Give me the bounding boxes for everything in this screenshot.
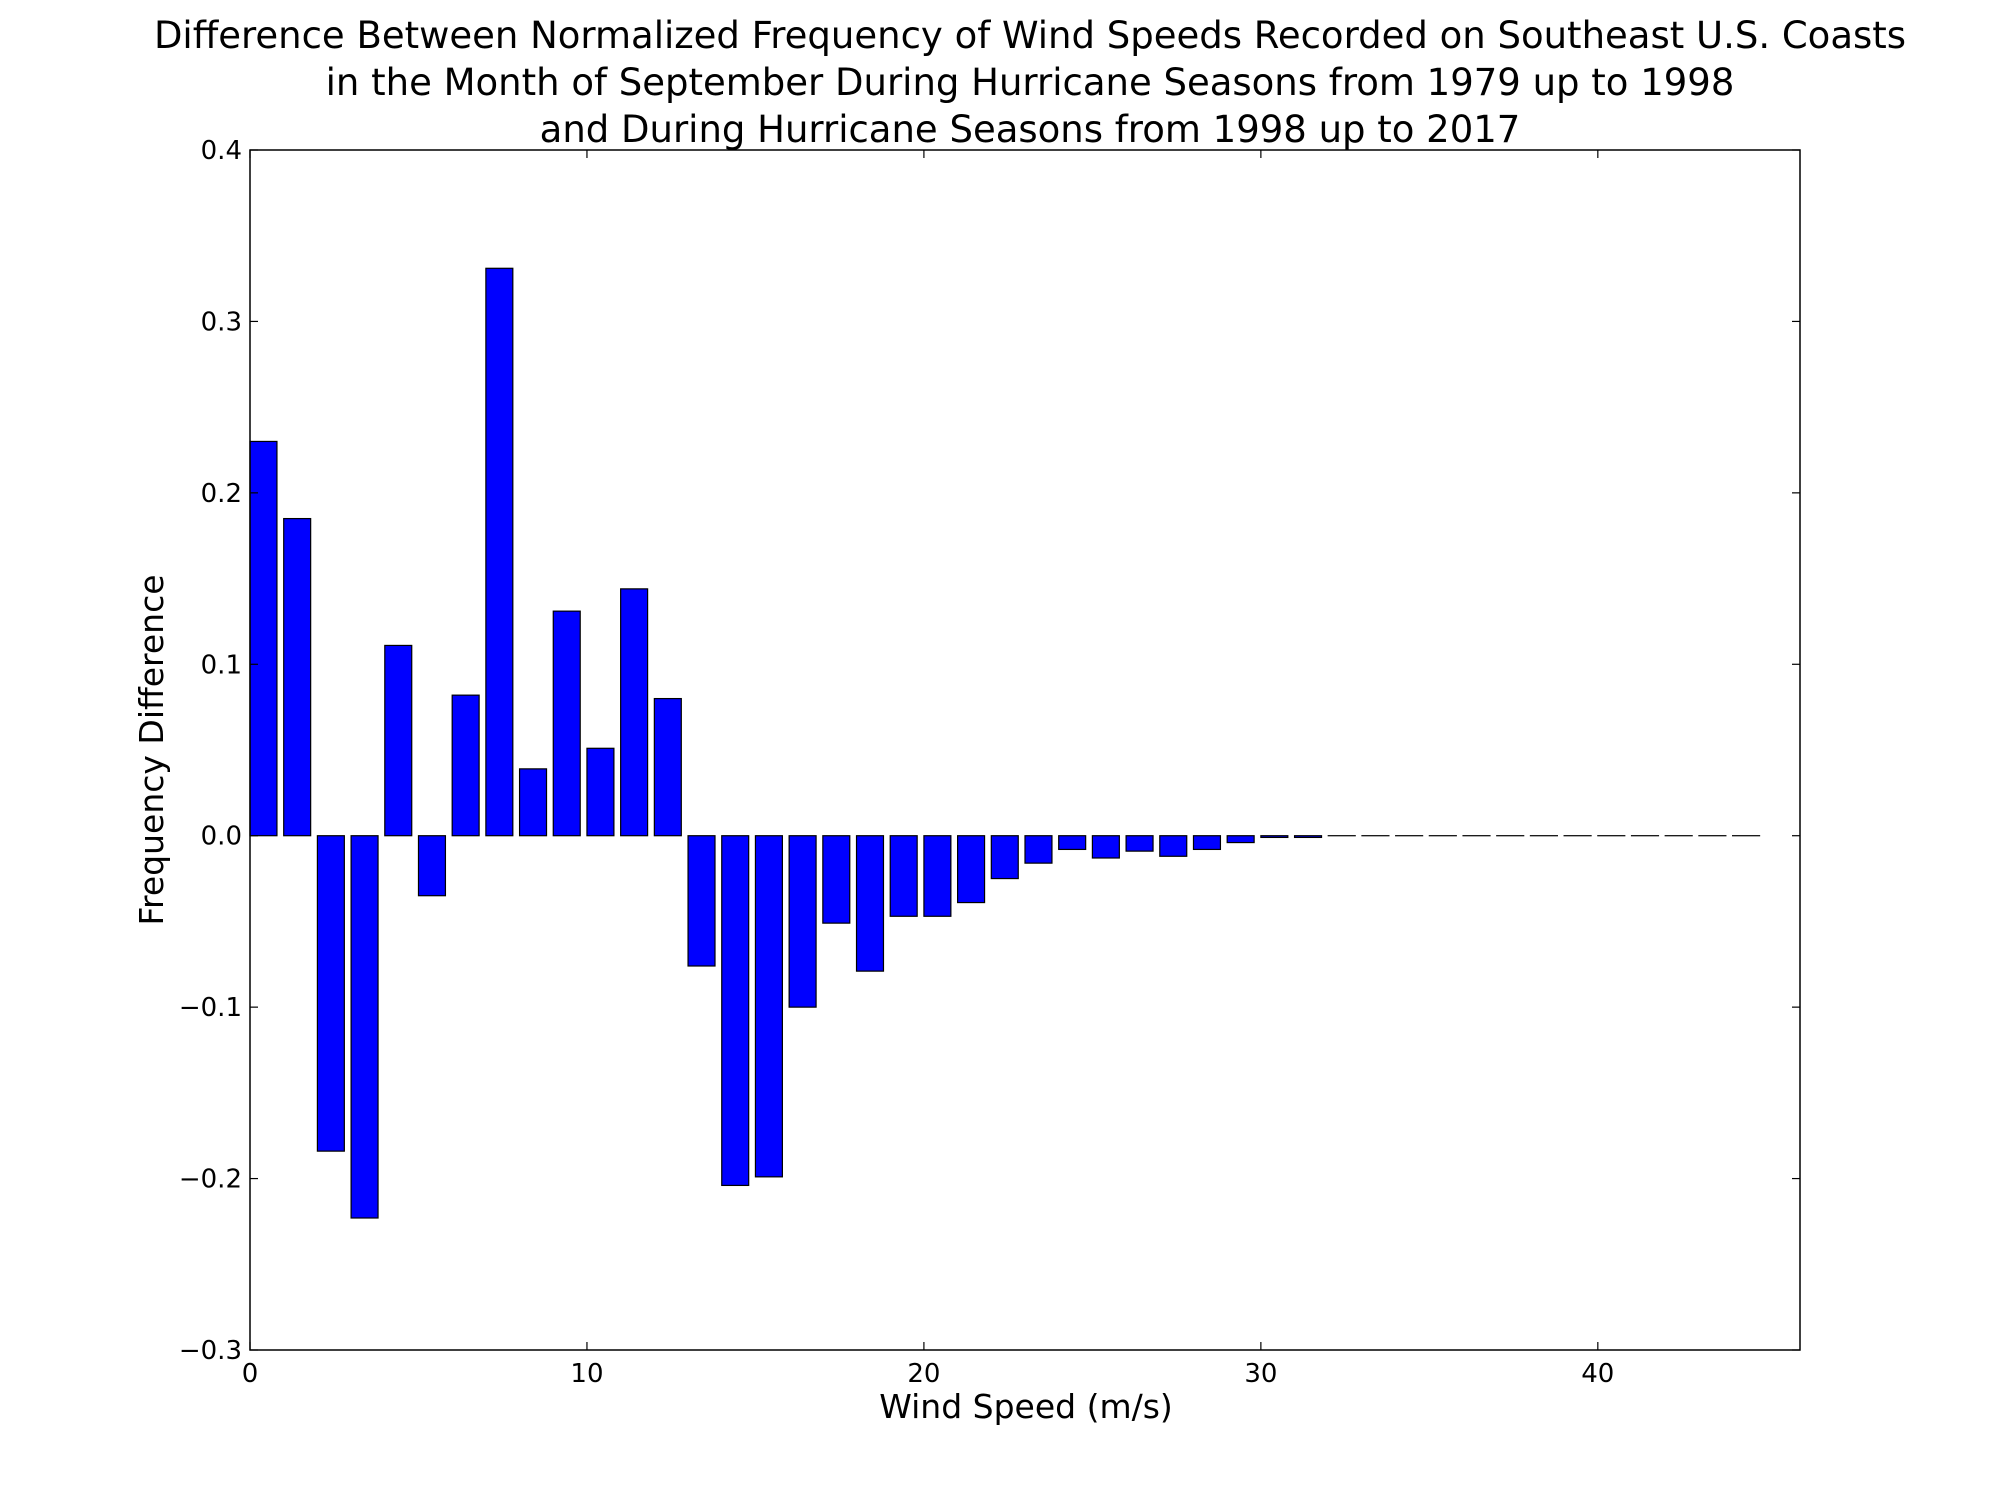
- bar: [1226, 835, 1255, 844]
- bar: [552, 610, 581, 837]
- bar: [620, 588, 649, 837]
- y-axis-label: Frequency Difference: [132, 574, 171, 925]
- chart-title: Difference Between Normalized Frequency …: [154, 14, 1906, 151]
- bar: [249, 440, 278, 837]
- y-tick-label: 0.4: [201, 136, 242, 166]
- bar: [1192, 835, 1222, 851]
- y-tick-label: −0.3: [179, 1336, 242, 1366]
- bar: [788, 835, 817, 1008]
- bar: [485, 267, 514, 837]
- bar: [1260, 835, 1289, 839]
- y-tick-label: 0.2: [201, 479, 242, 509]
- chart-title-line-1: Difference Between Normalized Frequency …: [154, 14, 1906, 57]
- bar: [1159, 835, 1188, 857]
- bar: [384, 644, 413, 837]
- bar: [316, 835, 345, 1152]
- y-tick-label: 0.0: [201, 822, 242, 852]
- bar: [518, 768, 548, 837]
- bar: [350, 835, 379, 1219]
- bar: [1293, 835, 1323, 839]
- bar: [754, 835, 783, 1178]
- axis-ticks: 0 10 20 30 40 −0.3 −0.2 −0.1 0.0 0.1 0.2 0.3 0.4: [179, 136, 1800, 1389]
- bar: [721, 835, 750, 1187]
- bar: [586, 747, 615, 837]
- y-tick-label: 0.3: [201, 307, 242, 337]
- y-tick-label: −0.1: [179, 993, 242, 1023]
- bar: [1024, 835, 1053, 864]
- x-tick-label: 30: [1244, 1359, 1277, 1389]
- bar: [822, 835, 851, 924]
- y-tick-label: −0.2: [179, 1165, 242, 1195]
- y-tick-label: 0.1: [201, 650, 242, 680]
- bar: [1091, 835, 1120, 859]
- bar: [1125, 835, 1154, 852]
- bar: [957, 835, 986, 904]
- bar: [889, 835, 918, 917]
- bar: [855, 835, 885, 972]
- bar: [653, 697, 682, 837]
- bar: [990, 835, 1019, 880]
- bar: [687, 835, 716, 967]
- x-tick-label: 20: [907, 1359, 940, 1389]
- bar: [451, 694, 480, 837]
- bar: [923, 835, 952, 917]
- bar: [283, 517, 312, 837]
- chart-title-line-2: in the Month of September During Hurrica…: [326, 61, 1735, 104]
- x-tick-label: 10: [570, 1359, 603, 1389]
- bars: [249, 267, 1761, 1219]
- bar: [417, 835, 447, 897]
- x-tick-label: 40: [1581, 1359, 1614, 1389]
- x-tick-label: 0: [242, 1359, 259, 1389]
- x-axis-label: Wind Speed (m/s): [879, 1387, 1173, 1426]
- bar: [1058, 835, 1087, 851]
- chart-title-line-3: and During Hurricane Seasons from 1998 u…: [540, 108, 1521, 151]
- plot-frame: [249, 149, 1801, 1351]
